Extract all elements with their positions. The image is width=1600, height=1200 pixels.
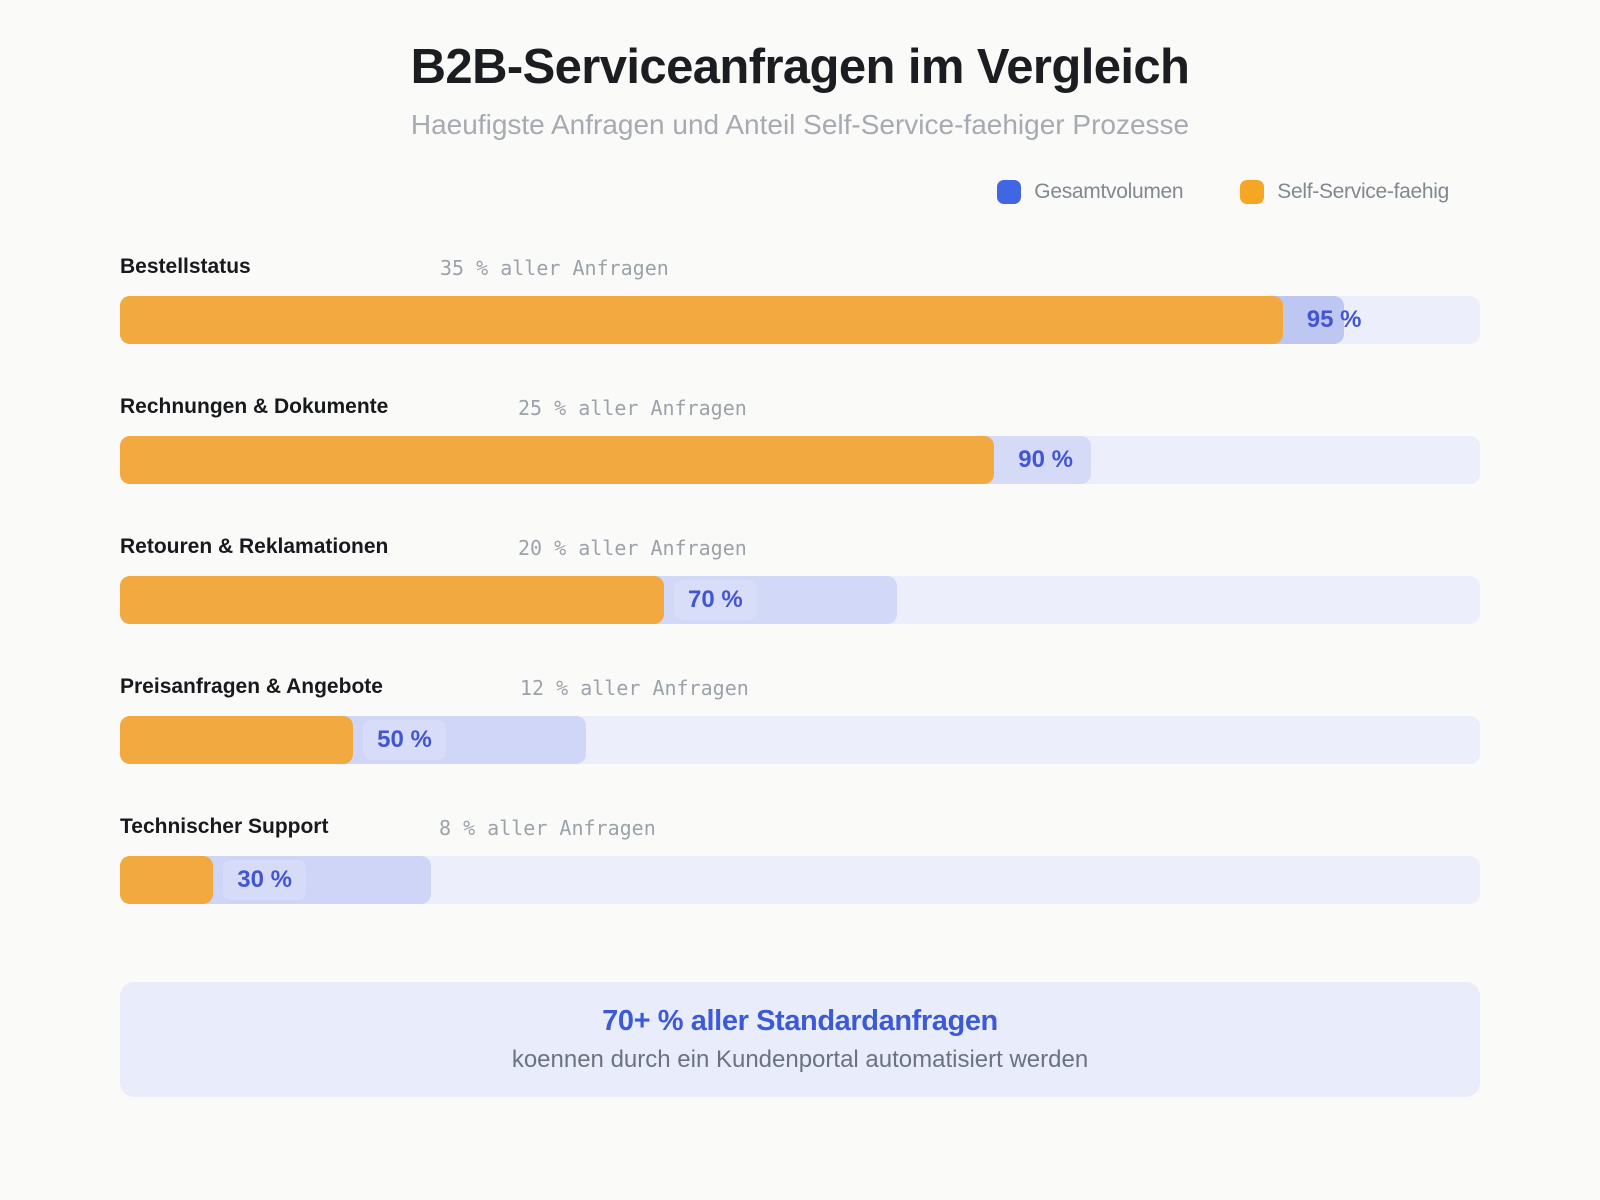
- percent-label: 50 %: [377, 726, 432, 753]
- self-service-bar: [120, 436, 995, 484]
- volume-note: 35 % aller Anfragen: [440, 256, 669, 280]
- bar: 50 %: [120, 716, 1480, 764]
- category-label: Preisanfragen & Angebote: [120, 675, 383, 698]
- bar-row: Technischer Support 8 % aller Anfragen 3…: [120, 815, 1480, 955]
- legend-item-gesamtvolumen: Gesamtvolumen: [997, 180, 1184, 204]
- legend-swatch-blue-icon: [997, 180, 1022, 204]
- bar: 90 %: [120, 436, 1480, 484]
- bar: 70 %: [120, 576, 1480, 624]
- volume-note: 8 % aller Anfragen: [439, 816, 656, 840]
- legend-swatch-orange-icon: [1240, 180, 1265, 204]
- chart-title: B2B-Serviceanfragen im Vergleich: [410, 40, 1190, 94]
- percent-chip: 95 %: [1293, 300, 1376, 340]
- percent-label: 70 %: [688, 586, 743, 613]
- volume-note: 20 % aller Anfragen: [518, 536, 747, 560]
- callout-title: 70+ % aller Standardanfragen: [602, 1005, 998, 1037]
- self-service-bar: [120, 576, 664, 624]
- bar-row: Preisanfragen & Angebote 12 % aller Anfr…: [120, 675, 1480, 815]
- percent-chip: 70 %: [674, 580, 757, 620]
- legend: Gesamtvolumen Self-Service-faehig: [997, 180, 1449, 204]
- volume-note: 25 % aller Anfragen: [518, 396, 747, 420]
- percent-label: 95 %: [1306, 306, 1362, 333]
- bar-row: Bestellstatus 35 % aller Anfragen 95 %: [120, 255, 1480, 395]
- callout-subtitle: koennen durch ein Kundenportal automatis…: [511, 1046, 1089, 1073]
- self-service-bar: [120, 296, 1283, 344]
- summary-callout: 70+ % aller Standardanfragen koennen dur…: [120, 982, 1480, 1097]
- category-label: Bestellstatus: [120, 255, 251, 278]
- percent-label: 30 %: [237, 866, 292, 893]
- percent-chip: 30 %: [223, 860, 306, 900]
- volume-note: 12 % aller Anfragen: [520, 676, 749, 700]
- bar: 95 %: [120, 296, 1480, 344]
- self-service-bar: [120, 856, 214, 904]
- bar-row: Rechnungen & Dokumente 25 % aller Anfrag…: [120, 395, 1480, 535]
- bar-rows: Bestellstatus 35 % aller Anfragen 95 % R…: [120, 255, 1480, 955]
- percent-chip: 90 %: [1004, 440, 1087, 480]
- legend-item-self-service: Self-Service-faehig: [1240, 180, 1449, 204]
- percent-chip: 50 %: [363, 720, 446, 760]
- percent-label: 90 %: [1018, 446, 1073, 473]
- category-label: Rechnungen & Dokumente: [120, 395, 389, 418]
- self-service-bar: [120, 716, 354, 764]
- legend-label: Self-Service-faehig: [1277, 180, 1449, 203]
- category-label: Retouren & Reklamationen: [120, 535, 389, 558]
- chart-subtitle: Haeufigste Anfragen und Anteil Self-Serv…: [410, 109, 1190, 140]
- category-label: Technischer Support: [120, 815, 329, 838]
- bar-row: Retouren & Reklamationen 20 % aller Anfr…: [120, 535, 1480, 675]
- bar: 30 %: [120, 856, 1480, 904]
- legend-label: Gesamtvolumen: [1034, 180, 1184, 203]
